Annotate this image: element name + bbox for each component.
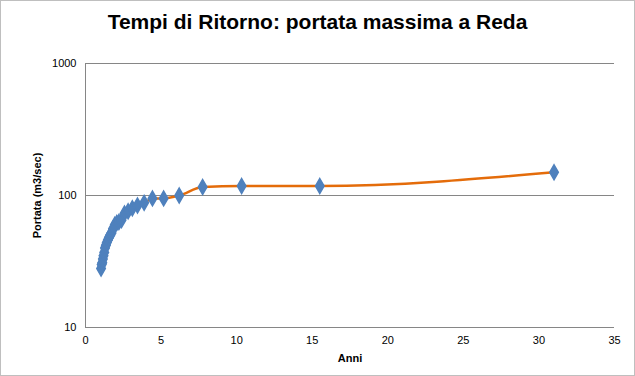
svg-text:5: 5 <box>158 334 164 346</box>
svg-text:1000: 1000 <box>52 57 76 69</box>
html-text:Tempi di Ritorno: portata mass: Tempi di Ritorno: portata massima a Reda <box>107 10 528 33</box>
svg-text:20: 20 <box>382 334 394 346</box>
svg-text:Portata (m3/sec): Portata (m3/sec) <box>31 152 43 238</box>
svg-text:Anni: Anni <box>338 352 362 364</box>
svg-text:10: 10 <box>64 321 76 333</box>
svg-text:25: 25 <box>457 334 469 346</box>
svg-text:15: 15 <box>306 334 318 346</box>
svg-text:30: 30 <box>533 334 545 346</box>
svg-text:10: 10 <box>231 334 243 346</box>
svg-text:100: 100 <box>58 189 76 201</box>
svg-text:35: 35 <box>608 334 620 346</box>
svg-text:0: 0 <box>82 334 88 346</box>
